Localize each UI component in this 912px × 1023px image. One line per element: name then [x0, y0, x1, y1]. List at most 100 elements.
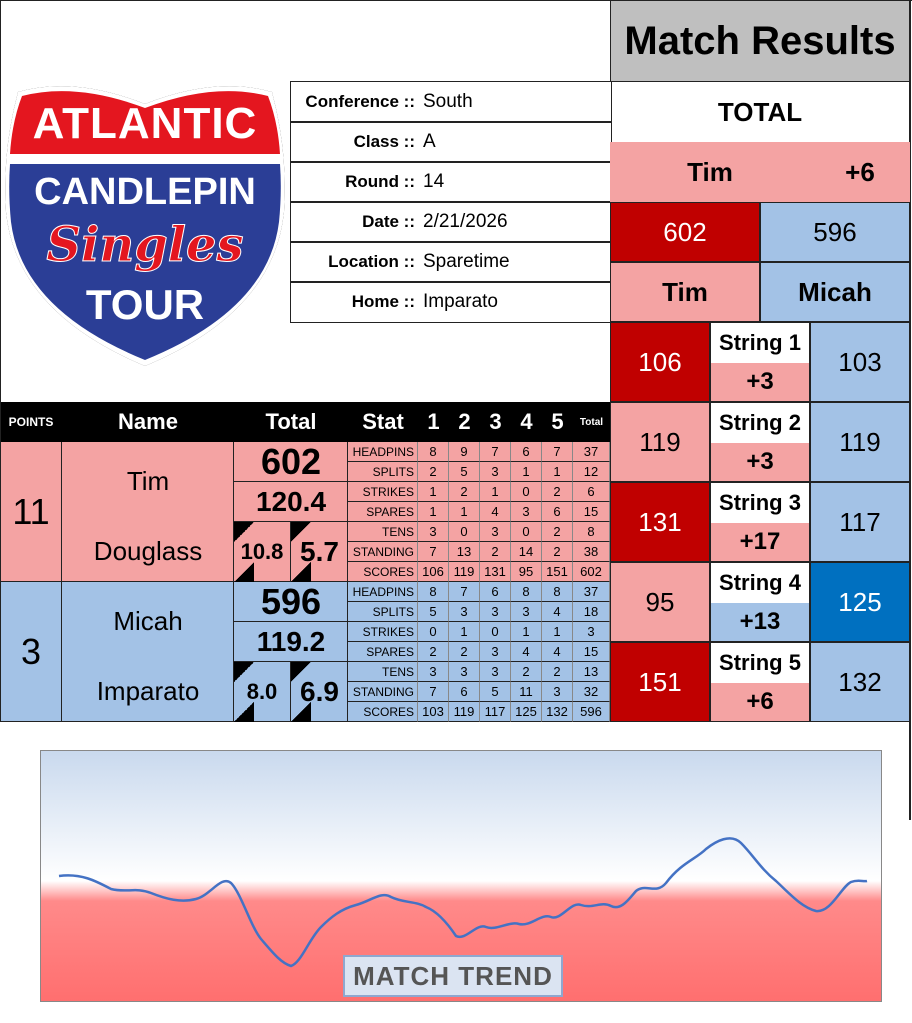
stat-value: 7 [418, 682, 449, 702]
stat-value: 6 [542, 502, 573, 522]
info-date: Date :: 2/21/2026 [290, 201, 612, 243]
stat-value: 38 [573, 542, 610, 562]
stat-value: 3 [480, 602, 511, 622]
leader-margin: +6 [845, 156, 875, 187]
stat-value: 6 [511, 442, 542, 462]
stat-label: SPARES [348, 502, 418, 522]
stat-value: 13 [573, 662, 610, 682]
string-3-label: String 3 [711, 483, 809, 523]
stat-label: TENS [348, 662, 418, 682]
string-3-left: 131 [610, 482, 710, 562]
player-stat-left: 10.8 [234, 522, 291, 582]
string-4-right: 125 [810, 562, 910, 642]
stat-value: 2 [449, 642, 480, 662]
stat-label: SCORES [348, 702, 418, 722]
stat-value: 3 [480, 462, 511, 482]
table-header [1, 402, 610, 442]
player-stat-left: 8.0 [234, 662, 291, 722]
header-points: POINTS [8, 415, 54, 429]
stat-value: 3 [480, 522, 511, 542]
stat-value: 8 [542, 582, 573, 602]
stat-value: 103 [418, 702, 449, 722]
stat-value: 1 [449, 502, 480, 522]
stat-value: 2 [480, 542, 511, 562]
stat-value: 2 [418, 642, 449, 662]
string-2-diff: +3 [711, 443, 809, 481]
stat-label: SPLITS [348, 602, 418, 622]
string-2-right: 119 [810, 402, 910, 482]
total-label: TOTAL [717, 96, 803, 127]
stat-label: HEADPINS [348, 442, 418, 462]
string-5-label-cell: String 5 +6 [710, 642, 810, 722]
match-trend-label: MATCH TREND [343, 955, 563, 997]
stat-value: 5 [480, 682, 511, 702]
stat-value: 1 [511, 622, 542, 642]
header-name: Name [118, 409, 178, 434]
logo-singles: Singles [46, 217, 244, 274]
frame-right-border [909, 0, 911, 820]
stat-value: 151 [542, 562, 573, 582]
stat-value: 1 [511, 462, 542, 482]
stat-value: 2 [542, 522, 573, 542]
player-first-name: Micah [113, 605, 183, 636]
stat-value: 7 [542, 442, 573, 462]
stat-value: 14 [511, 542, 542, 562]
corner-marker [291, 562, 311, 582]
stat-value: 3 [511, 502, 542, 522]
header-gtotal: Total [579, 416, 604, 428]
stat-value: 3 [542, 682, 573, 702]
player-block-1 [1, 582, 610, 722]
stat-value: 11 [511, 682, 542, 702]
player-stat-right: 6.9 [300, 676, 339, 707]
player-points: 3 [1, 582, 62, 722]
stat-value: 13 [449, 542, 480, 562]
name-right: Micah [760, 262, 910, 322]
logo-tour: TOUR [85, 281, 205, 328]
string-4-diff: +13 [711, 603, 809, 641]
stat-value: 125 [511, 702, 542, 722]
string-1-left: 106 [610, 322, 710, 402]
info-class: Class :: A [290, 121, 612, 163]
stat-value: 2 [418, 462, 449, 482]
stat-value: 7 [449, 582, 480, 602]
info-round: Round :: 14 [290, 161, 612, 203]
string-3-right: 117 [810, 482, 910, 562]
corner-marker [234, 562, 254, 582]
header-g3: 3 [489, 409, 502, 434]
corner-marker [234, 702, 254, 722]
stat-value: 18 [573, 602, 610, 622]
corner-marker [234, 662, 254, 682]
info-location: Location :: Sparetime [290, 241, 612, 283]
stat-value: 1 [542, 462, 573, 482]
stat-value: 132 [542, 702, 573, 722]
player-first-name: Tim [126, 465, 170, 496]
string-2-left: 119 [610, 402, 710, 482]
string-1-right: 103 [810, 322, 910, 402]
stat-value: 117 [480, 702, 511, 722]
string-2-label: String 2 [711, 403, 809, 443]
player-last-name: Imparato [96, 675, 200, 706]
divider [347, 582, 348, 722]
match-trend-chart: MATCH TREND [40, 750, 882, 1002]
divider [347, 442, 348, 582]
player-total: 596 [234, 581, 348, 622]
stat-value: 3 [480, 642, 511, 662]
stat-value: 37 [573, 442, 610, 462]
stat-label: STRIKES [348, 622, 418, 642]
tour-logo: ATLANTIC CANDLEPIN Singles TOUR [4, 82, 286, 368]
stat-value: 12 [573, 462, 610, 482]
header-g2: 2 [458, 409, 471, 434]
logo-candlepin: CANDLEPIN [34, 170, 256, 213]
stat-value: 95 [511, 562, 542, 582]
string-1-diff: +3 [711, 363, 809, 401]
stat-value: 15 [573, 502, 610, 522]
string-4-label-cell: String 4 +13 [710, 562, 810, 642]
stat-label: STRIKES [348, 482, 418, 502]
player-average: 119.2 [234, 622, 348, 662]
stat-value: 8 [418, 582, 449, 602]
stat-value: 3 [418, 662, 449, 682]
stat-value: 6 [480, 582, 511, 602]
trend-line-svg [58, 837, 868, 968]
stat-label: STANDING [348, 542, 418, 562]
match-results-title: Match Results [610, 0, 910, 82]
